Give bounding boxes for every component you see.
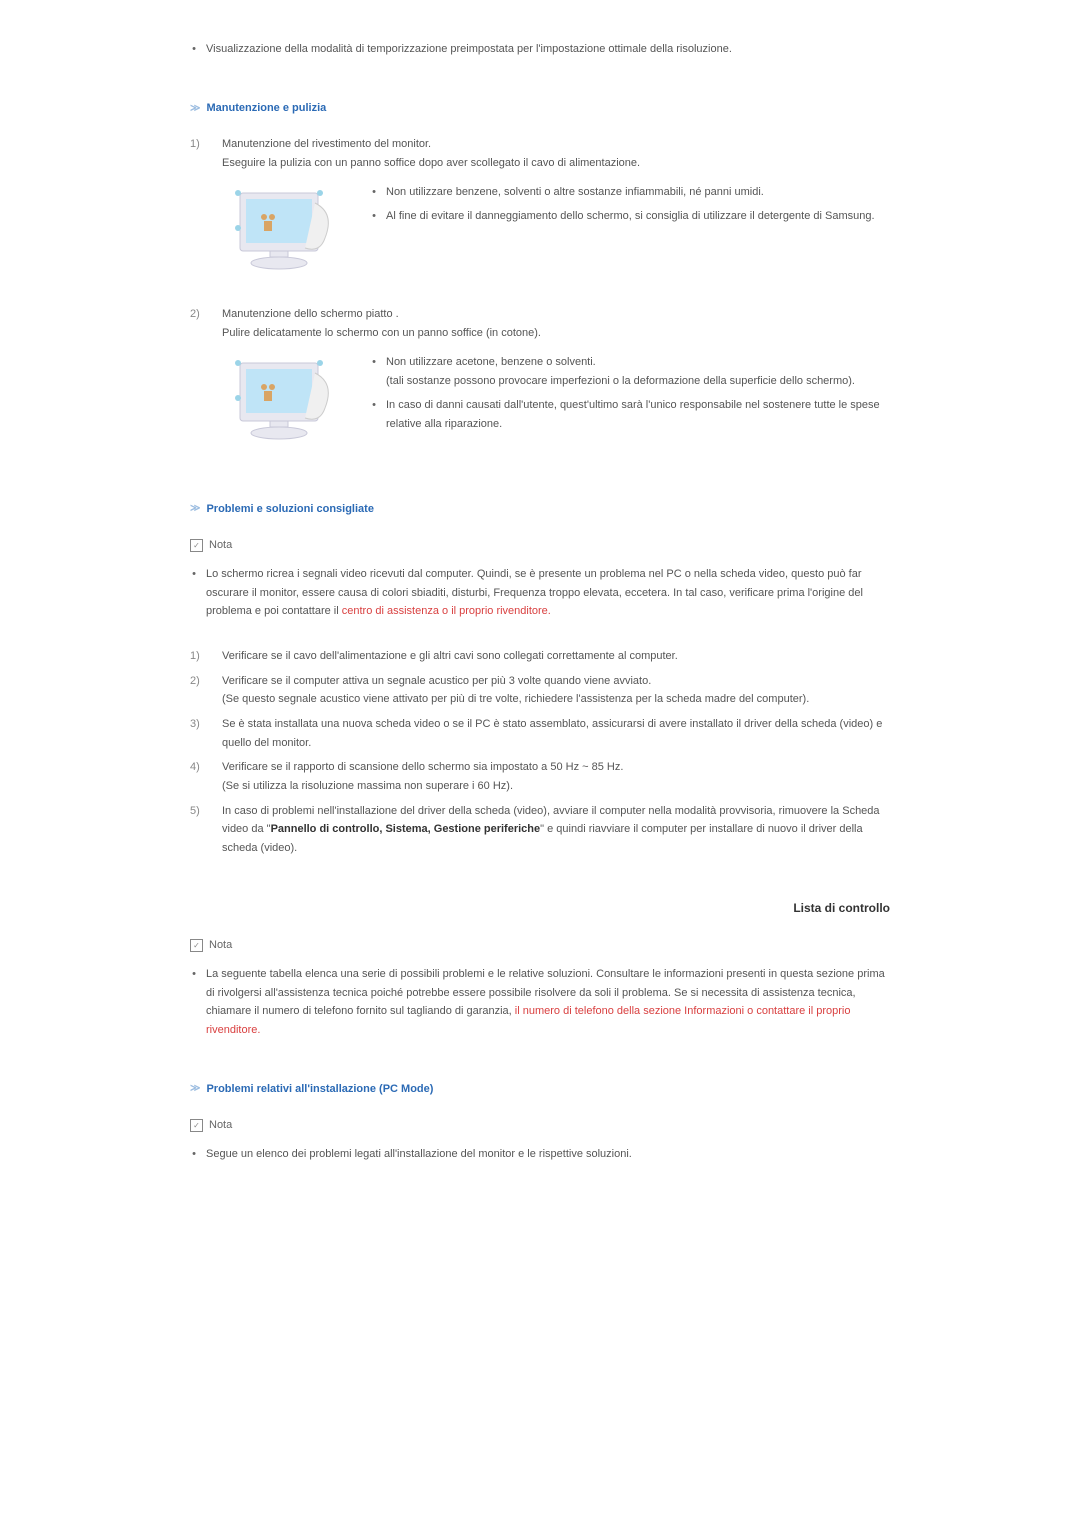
bullet-icon: • [370, 353, 378, 390]
item1-line2: Eseguire la pulizia con un panno soffice… [222, 154, 890, 173]
item2-line2: Pulire delicatamente lo schermo con un p… [222, 324, 890, 343]
section-title-text: Problemi e soluzioni consigliate [206, 500, 373, 519]
sec3-text: La seguente tabella elenca una serie di … [206, 965, 890, 1040]
t2b: (Se questo segnale acustico viene attiva… [222, 693, 809, 705]
check-icon: ✓ [190, 1119, 203, 1132]
section-maintenance-title: ≫ Manutenzione e pulizia [190, 99, 890, 118]
nota-row: ✓ Nota [190, 536, 890, 555]
step-text: Verificare se il cavo dell'alimentazione… [222, 647, 890, 666]
image-row-1: • Non utilizzare benzene, solventi o alt… [220, 183, 890, 290]
step4: 4) Verificare se il rapporto di scansion… [190, 758, 890, 795]
b2: • In caso di danni causati dall'utente, … [370, 396, 890, 433]
maint-item-1: 1) Manutenzione del rivestimento del mon… [190, 135, 890, 172]
b1-text: Non utilizzare acetone, benzene o solven… [386, 353, 890, 390]
b1: • Non utilizzare acetone, benzene o solv… [370, 353, 890, 390]
sec4-text: Segue un elenco dei problemi legati all'… [206, 1145, 890, 1164]
nota-label: Nota [209, 936, 232, 955]
step-num: 5) [190, 802, 208, 858]
nota-label: Nota [209, 536, 232, 555]
step-num: 1) [190, 647, 208, 666]
step-text: In caso di problemi nell'installazione d… [222, 802, 890, 858]
section-install-title: ≫ Problemi relativi all'installazione (P… [190, 1080, 890, 1099]
section-title-text: Manutenzione e pulizia [206, 99, 326, 118]
nota-text: Lo schermo ricrea i segnali video ricevu… [206, 565, 890, 621]
image-row-2: • Non utilizzare acetone, benzene o solv… [220, 353, 890, 460]
monitor-illustration [220, 353, 350, 460]
arrow-icon: ≫ [190, 100, 200, 117]
bullet-icon: • [370, 396, 378, 433]
monitor-illustration [220, 183, 350, 290]
step-text: Se è stata installata una nuova scheda v… [222, 715, 890, 752]
intro-bullet-text: Visualizzazione della modalità di tempor… [206, 40, 890, 59]
t4b: (Se si utilizza la risoluzione massima n… [222, 780, 513, 792]
image-text-1: • Non utilizzare benzene, solventi o alt… [370, 183, 890, 290]
sec3-bullet: • La seguente tabella elenca una serie d… [190, 965, 890, 1040]
t4a: Verificare se il rapporto di scansione d… [222, 761, 623, 773]
check-icon: ✓ [190, 539, 203, 552]
step-num: 4) [190, 758, 208, 795]
t2a: Verificare se il computer attiva un segn… [222, 675, 651, 687]
step2: 2) Verificare se il computer attiva un s… [190, 672, 890, 709]
image-text-2: • Non utilizzare acetone, benzene o solv… [370, 353, 890, 460]
nota-row-3: ✓ Nota [190, 1116, 890, 1135]
step3: 3) Se è stata installata una nuova sched… [190, 715, 890, 752]
item1-line1: Manutenzione del rivestimento del monito… [222, 135, 890, 154]
nota-bullet: • Lo schermo ricrea i segnali video rice… [190, 565, 890, 621]
arrow-icon: ≫ [190, 1080, 200, 1097]
step-num: 2) [190, 672, 208, 709]
b1-text: Non utilizzare benzene, solventi o altre… [386, 183, 890, 202]
b1b: (tali sostanze possono provocare imperfe… [386, 375, 855, 387]
lista-di-controllo-title: Lista di controllo [190, 898, 890, 918]
b2-text: In caso di danni causati dall'utente, qu… [386, 396, 890, 433]
item-number: 1) [190, 135, 208, 172]
bullet-icon: • [370, 207, 378, 226]
step-text: Verificare se il computer attiva un segn… [222, 672, 890, 709]
b1: • Non utilizzare benzene, solventi o alt… [370, 183, 890, 202]
step-text: Verificare se il rapporto di scansione d… [222, 758, 890, 795]
bullet-icon: • [190, 565, 198, 621]
bullet-icon: • [370, 183, 378, 202]
bullet-icon: • [190, 965, 198, 1040]
item2-line1: Manutenzione dello schermo piatto . [222, 305, 890, 324]
step1: 1) Verificare se il cavo dell'alimentazi… [190, 647, 890, 666]
nota-row-2: ✓ Nota [190, 936, 890, 955]
step5: 5) In caso di problemi nell'installazion… [190, 802, 890, 858]
section-problems-title: ≫ Problemi e soluzioni consigliate [190, 500, 890, 519]
b2: • Al fine di evitare il danneggiamento d… [370, 207, 890, 226]
bullet-icon: • [190, 40, 198, 59]
sec4-bullet: • Segue un elenco dei problemi legati al… [190, 1145, 890, 1164]
b1a: Non utilizzare acetone, benzene o solven… [386, 356, 596, 368]
b2-text: Al fine di evitare il danneggiamento del… [386, 207, 890, 226]
t5bold: Pannello di controllo, Sistema, Gestione… [271, 823, 541, 835]
item-body: Manutenzione dello schermo piatto . Puli… [222, 305, 890, 342]
item-number: 2) [190, 305, 208, 342]
section-title-text: Problemi relativi all'installazione (PC … [206, 1080, 433, 1099]
page: • Visualizzazione della modalità di temp… [190, 40, 890, 1164]
step-num: 3) [190, 715, 208, 752]
nota-label: Nota [209, 1116, 232, 1135]
bullet-icon: • [190, 1145, 198, 1164]
check-icon: ✓ [190, 939, 203, 952]
arrow-icon: ≫ [190, 500, 200, 517]
nota-red: centro di assistenza o il proprio rivend… [342, 605, 551, 617]
item-body: Manutenzione del rivestimento del monito… [222, 135, 890, 172]
maint-item-2: 2) Manutenzione dello schermo piatto . P… [190, 305, 890, 342]
intro-bullet-row: • Visualizzazione della modalità di temp… [190, 40, 890, 59]
